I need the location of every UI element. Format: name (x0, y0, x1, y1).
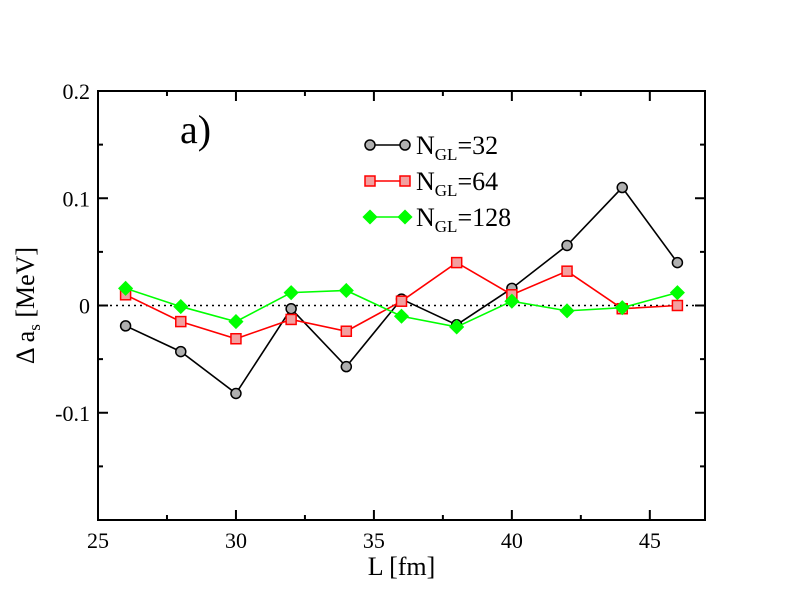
data-point (614, 300, 630, 316)
y-tick-label: 0.1 (63, 186, 91, 211)
data-point (561, 239, 573, 252)
data-point (616, 181, 628, 194)
legend-item: NGL=64 (364, 167, 498, 200)
series-diamond (118, 280, 685, 335)
x-axis-title: L [fm] (368, 552, 436, 581)
x-tick-label: 25 (87, 528, 109, 553)
data-point (230, 332, 242, 345)
data-point (671, 299, 684, 312)
y-axis-title: Δ as [MeV] (11, 247, 44, 364)
data-point (395, 295, 408, 307)
data-point (285, 302, 297, 315)
legend-label-subscript: GL (435, 217, 458, 236)
data-point (340, 325, 353, 337)
x-tick-label: 40 (501, 528, 523, 553)
legend-marker (364, 139, 376, 151)
legend-label: NGL=64 (416, 167, 498, 200)
x-tick-label: 30 (225, 528, 247, 553)
legend-marker (399, 175, 411, 187)
legend-label-value: =64 (457, 167, 498, 196)
panel-label: a) (180, 107, 211, 152)
data-point (285, 313, 297, 326)
legend-marker (364, 175, 376, 187)
data-point (173, 299, 189, 315)
x-tick-label: 35 (363, 528, 385, 553)
legend-label-subscript: GL (435, 145, 458, 164)
legend-label-main: N (416, 203, 435, 232)
legend-marker (397, 209, 413, 225)
legend-label-main: N (416, 131, 435, 160)
data-point (449, 319, 465, 335)
data-point (504, 293, 520, 309)
data-point (228, 314, 244, 330)
data-point (118, 280, 134, 296)
data-point (119, 320, 132, 332)
data-point (669, 285, 685, 301)
legend-marker (399, 139, 411, 151)
legend-label-subscript: GL (435, 181, 458, 200)
data-point (230, 387, 242, 400)
series-square (119, 256, 684, 345)
data-point (561, 265, 573, 277)
y-axis-title-main: Δ a (11, 330, 40, 364)
legend-label: NGL=128 (416, 203, 511, 236)
legend-label: NGL=32 (416, 131, 498, 164)
y-axis-title-subscript: s (25, 324, 44, 331)
legend-marker (362, 209, 378, 225)
legend-label-value: =32 (457, 131, 498, 160)
legend-label-value: =128 (457, 203, 511, 232)
data-point (393, 308, 410, 324)
data-point (450, 256, 463, 269)
x-tick-label: 45 (639, 528, 661, 553)
data-point (283, 285, 299, 301)
data-point (338, 282, 354, 299)
data-point (175, 345, 187, 358)
data-point (671, 256, 684, 269)
y-tick-label: -0.1 (55, 401, 90, 426)
y-tick-label: 0.2 (63, 79, 91, 104)
legend-item: NGL=128 (362, 203, 511, 236)
legend-label-main: N (416, 167, 435, 196)
data-point (559, 303, 575, 319)
y-tick-label: 0 (79, 294, 90, 319)
legend-item: NGL=32 (364, 131, 498, 164)
data-point (175, 315, 187, 328)
data-point (340, 360, 353, 373)
y-axis-title-unit: [MeV] (11, 247, 40, 324)
